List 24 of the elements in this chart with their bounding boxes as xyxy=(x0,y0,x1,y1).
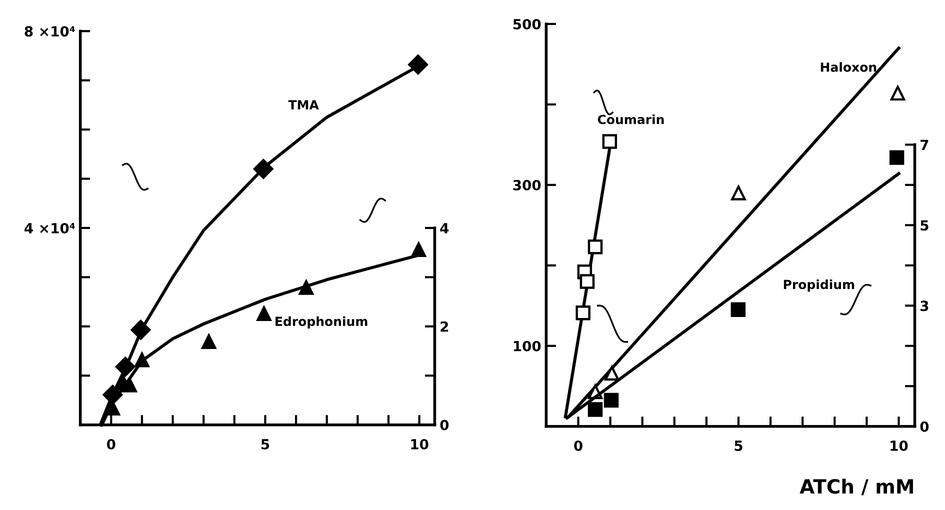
y2-tick-label: 3 xyxy=(920,300,928,312)
annotation: Coumarin xyxy=(598,114,664,124)
annotation: Edrophonium xyxy=(276,316,368,329)
y-tick-label: 8 ×10⁴ xyxy=(24,26,75,37)
y-tick-label: 100 xyxy=(514,340,541,352)
x-tick-label: 5 xyxy=(734,440,742,451)
y2-tick-label: 0 xyxy=(920,421,929,432)
y2-tick-label: 5 xyxy=(920,220,928,231)
x-tick-label: 5 xyxy=(261,439,270,450)
annotation: Haloxon xyxy=(820,62,876,72)
y-tick-label: 4 ×10⁴ xyxy=(24,222,75,234)
y2-tick-label: 7 xyxy=(920,140,928,150)
x-tick-label: 10 xyxy=(411,438,428,450)
y2-tick-label: 4 xyxy=(440,223,449,234)
annotation: TMA xyxy=(288,100,319,110)
y-tick-label: 300 xyxy=(513,180,541,190)
annotation: Propidium xyxy=(784,279,854,292)
x-tick-label: 10 xyxy=(890,440,908,451)
y2-tick-label: 0 xyxy=(440,420,449,430)
y2-tick-label: 2 xyxy=(440,321,448,332)
y-tick-label: 500 xyxy=(513,18,541,30)
x-axis-title: ATCh / mM xyxy=(800,478,913,496)
x-tick-label: 0 xyxy=(574,440,582,451)
x-tick-label: 0 xyxy=(106,438,116,450)
